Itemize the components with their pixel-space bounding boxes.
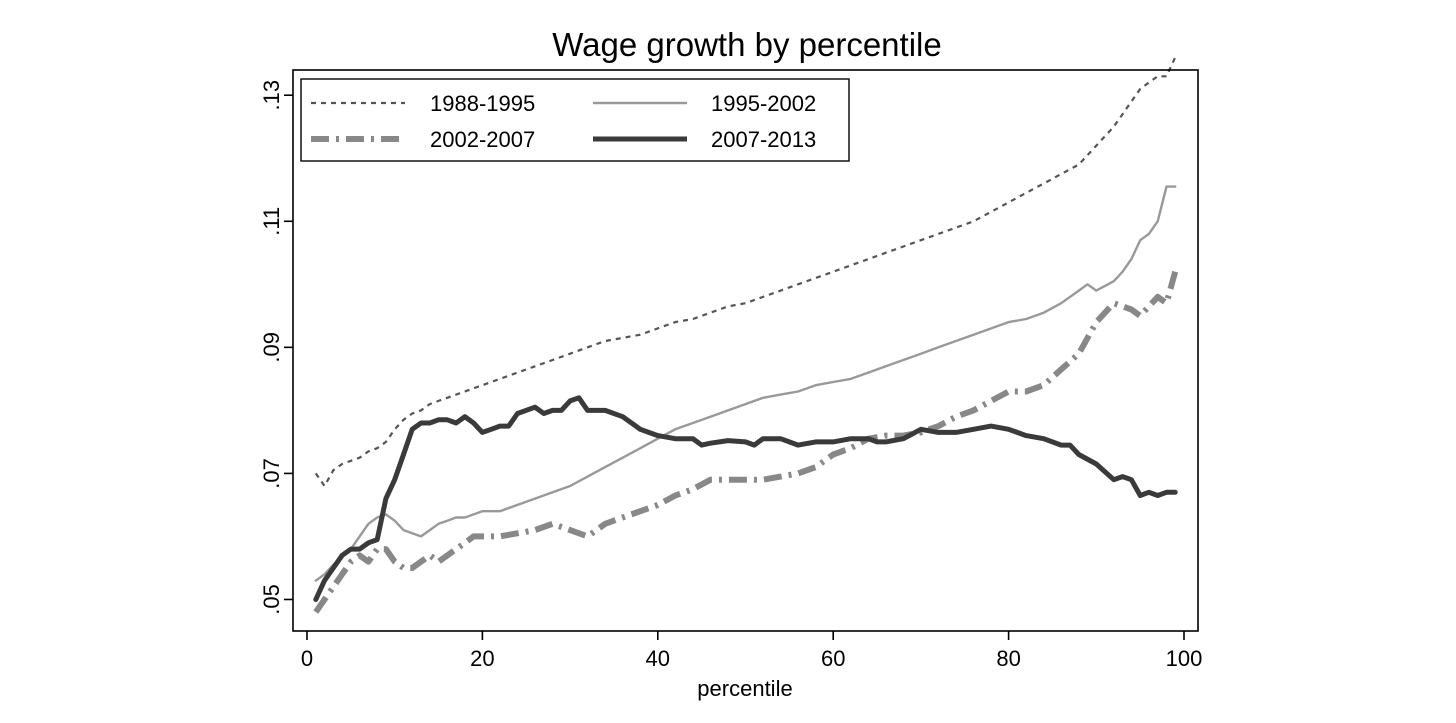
x-tick-label: 60 <box>821 646 845 671</box>
legend-box <box>300 78 850 162</box>
chart-title: Wage growth by percentile <box>552 26 941 63</box>
x-tick-label: 0 <box>301 646 313 671</box>
x-tick-label: 20 <box>470 646 494 671</box>
series-line-1988-1995 <box>314 56 1177 488</box>
axis-ticks: 0 20 40 60 80 100 .05 .07 .09 .11 .13 <box>259 80 1203 671</box>
y-tick-label: .11 <box>259 207 284 236</box>
legend-label: 1988-1995 <box>430 91 535 116</box>
y-tick-label: .09 <box>259 332 284 363</box>
legend-label: 1995-2002 <box>711 91 816 116</box>
series-lines <box>313 56 1179 614</box>
x-tick-label: 80 <box>996 646 1020 671</box>
y-tick-label: .05 <box>259 584 284 615</box>
x-axis-label: percentile <box>697 676 792 701</box>
legend: 1988-1995 1995-2002 2002-2007 2007-2013 <box>300 78 850 162</box>
x-tick-label: 100 <box>1166 646 1203 671</box>
x-tick-label: 40 <box>646 646 670 671</box>
legend-label: 2007-2013 <box>711 127 816 152</box>
y-tick-label: .07 <box>259 458 284 489</box>
legend-label: 2002-2007 <box>430 127 535 152</box>
series-line-2002-2007 <box>313 270 1179 614</box>
series-line-2007-2013 <box>313 395 1178 602</box>
series-line-1995-2002 <box>314 185 1177 582</box>
plot-frame <box>292 69 1199 632</box>
y-tick-label: .13 <box>259 80 284 111</box>
